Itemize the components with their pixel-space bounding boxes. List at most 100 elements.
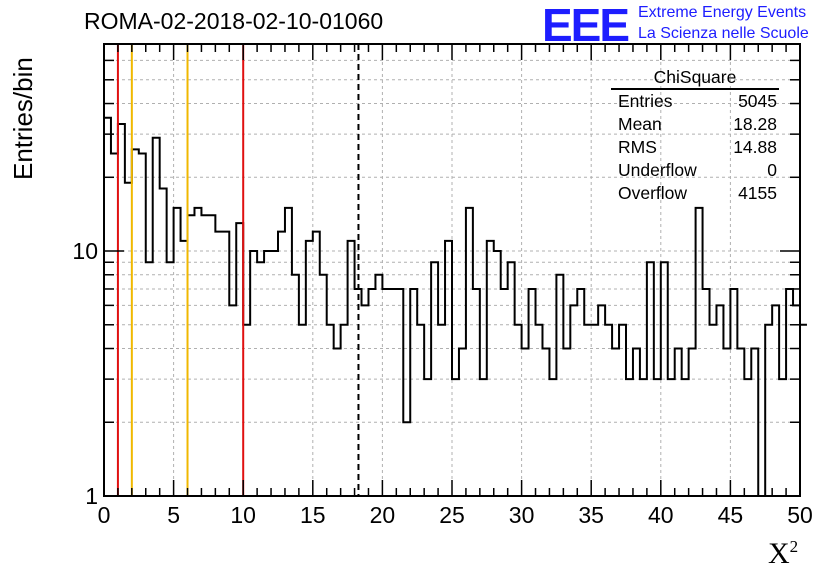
histogram-bin <box>132 149 139 496</box>
histogram-bin <box>299 325 306 496</box>
x-tick-label: 10 <box>230 502 256 528</box>
histogram-bin <box>612 349 619 496</box>
histogram-bin <box>341 325 348 496</box>
histogram-bin <box>229 305 236 496</box>
histogram-bin <box>153 138 160 496</box>
histogram-bin <box>703 289 710 496</box>
histogram-bin <box>334 349 341 496</box>
histogram-bin <box>737 349 744 496</box>
histogram-bin <box>549 379 556 496</box>
x-tick-label: 15 <box>300 502 326 528</box>
histogram-bin <box>751 349 758 496</box>
histogram-bin <box>389 289 396 496</box>
stats-label: Underflow <box>618 160 697 180</box>
y-tick-label: 1 <box>85 483 98 509</box>
histogram-bin <box>445 241 452 496</box>
histogram-bin <box>438 325 445 496</box>
histogram-bin <box>744 379 751 496</box>
histogram-bin <box>271 251 278 496</box>
stats-label: Overflow <box>618 183 688 203</box>
stats-row-mean: Mean 18.28 <box>611 113 779 136</box>
x-axis-label-base: X <box>768 537 790 570</box>
x-tick-label: 5 <box>167 502 180 528</box>
histogram-bin <box>257 262 264 496</box>
histogram-bin <box>716 305 723 496</box>
logo-tagline-1: Extreme Energy Events <box>638 4 807 21</box>
histogram-bin <box>417 325 424 496</box>
histogram-bin <box>174 208 181 496</box>
histogram-bin <box>689 349 696 496</box>
histogram-bin <box>146 262 153 496</box>
histogram-bin <box>556 275 563 496</box>
histogram-bin <box>779 379 786 496</box>
stats-label: RMS <box>618 137 657 157</box>
histogram-bin <box>786 289 793 496</box>
histogram-bin <box>661 262 668 496</box>
x-axis-label: X2 <box>768 537 798 571</box>
histogram-bin <box>424 379 431 496</box>
histogram-bin <box>640 379 647 496</box>
histogram-bin <box>264 251 271 496</box>
histogram-bin <box>591 325 598 496</box>
stats-label: Entries <box>618 91 673 111</box>
logo-tagline-2: La Scienza nelle Scuole <box>638 25 809 42</box>
histogram-bin <box>215 232 222 496</box>
histogram-bin <box>313 232 320 496</box>
histogram-bin <box>181 241 188 496</box>
histogram-bin <box>125 183 132 496</box>
x-tick-label: 40 <box>648 502 674 528</box>
histogram-bin <box>696 208 703 496</box>
histogram-bin <box>167 262 174 496</box>
histogram-bin <box>208 215 215 496</box>
stats-value: 14.88 <box>733 137 777 157</box>
histogram-bin <box>577 289 584 496</box>
histogram-bin <box>362 305 369 496</box>
histogram-bin <box>800 325 807 496</box>
axis-tick-labels: 0 5 10 15 20 25 30 35 40 45 50 1 10 <box>72 238 812 528</box>
histogram-bin <box>723 349 730 496</box>
histogram-bin <box>675 349 682 496</box>
histogram-bin <box>292 275 299 496</box>
histogram-bin <box>375 275 382 496</box>
histogram-bin <box>222 232 229 496</box>
x-tick-label: 25 <box>439 502 465 528</box>
histogram-bin <box>529 289 536 496</box>
histogram-bin <box>139 154 146 496</box>
histogram-bin <box>452 379 459 496</box>
histogram-outline <box>104 116 807 497</box>
histogram-bin <box>236 223 243 496</box>
histogram-bin <box>285 208 292 496</box>
histogram-bin <box>710 325 717 496</box>
axis-ticks <box>103 43 801 497</box>
histogram-bin <box>320 275 327 496</box>
histogram-bin <box>515 325 522 496</box>
histogram-bin <box>633 349 640 496</box>
histogram-bin <box>306 241 313 496</box>
histogram-bin <box>487 241 494 496</box>
histogram-bin <box>382 289 389 496</box>
stats-value: 5045 <box>738 91 777 111</box>
stats-row-entries: Entries 5045 <box>611 90 779 113</box>
stats-value: 0 <box>767 160 777 180</box>
histogram-bin <box>410 289 417 496</box>
histogram-bin <box>522 349 529 496</box>
chart-title: ROMA-02-2018-02-10-01060 <box>84 8 384 34</box>
histogram-bin <box>682 379 689 496</box>
histogram-bin <box>396 289 403 496</box>
histogram-bin <box>201 215 208 496</box>
histogram-bin <box>250 251 257 496</box>
histogram-bin <box>348 241 355 496</box>
histogram-bin <box>793 305 800 496</box>
histogram-bin <box>494 251 501 496</box>
histogram-bin <box>466 208 473 496</box>
histogram-bin <box>730 289 737 496</box>
histogram-bin <box>605 325 612 496</box>
histogram-bin <box>501 289 508 496</box>
histogram-bin <box>626 379 633 496</box>
histogram-bin <box>508 262 515 496</box>
histogram-bin <box>243 325 250 496</box>
x-tick-label: 30 <box>509 502 535 528</box>
x-axis-label-sup: 2 <box>789 537 799 556</box>
histogram-bin <box>765 325 772 496</box>
histogram-bin <box>772 305 779 496</box>
